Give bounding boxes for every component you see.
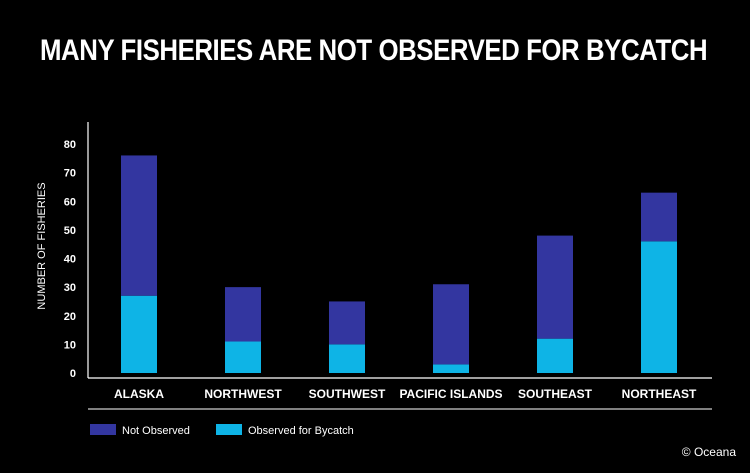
x-tick-label: NORTHEAST <box>622 387 697 401</box>
bar-observed <box>329 344 365 373</box>
bar-observed <box>433 364 469 373</box>
bar-observed <box>537 338 573 373</box>
x-tick-label: ALASKA <box>114 387 164 401</box>
credit-text: © Oceana <box>681 445 736 459</box>
bar-not-observed <box>225 287 261 342</box>
bar-observed <box>641 241 677 373</box>
bar-observed <box>225 341 261 373</box>
bar-not-observed <box>537 235 573 339</box>
y-tick-label: 80 <box>64 139 76 151</box>
y-tick-label: 50 <box>64 225 76 237</box>
x-tick-label: NORTHWEST <box>204 387 282 401</box>
y-tick-label: 40 <box>64 254 76 266</box>
y-axis-label: NUMBER OF FISHERIES <box>36 182 48 309</box>
legend-label: Not Observed <box>122 425 190 437</box>
y-tick-label: 20 <box>64 311 76 323</box>
legend-swatch <box>90 424 116 435</box>
chart-legend: Not Observed Observed for Bycatch <box>90 424 354 437</box>
y-tick-label: 10 <box>64 339 76 351</box>
x-tick-label: PACIFIC ISLANDS <box>399 387 502 401</box>
chart-axes: 0 10 20 30 40 50 60 70 80 NUMBER OF FISHERIES ALAS… <box>36 122 712 410</box>
legend-label: Observed for Bycatch <box>248 425 354 437</box>
bar-observed <box>121 295 157 373</box>
y-tick-label: 60 <box>64 196 76 208</box>
bar-not-observed <box>329 301 365 345</box>
x-tick-label: SOUTHEAST <box>518 387 593 401</box>
y-tick-label: 30 <box>64 282 76 294</box>
y-tick-label: 0 <box>70 368 76 380</box>
x-tick-label: SOUTHWEST <box>309 387 386 401</box>
chart-title: MANY FISHERIES ARE NOT OBSERVED FOR BYCA… <box>40 34 708 67</box>
legend-swatch <box>216 424 242 435</box>
chart-bars <box>121 155 677 373</box>
bar-not-observed <box>641 192 677 242</box>
bar-not-observed <box>121 155 157 296</box>
y-tick-label: 70 <box>64 168 76 180</box>
bar-not-observed <box>433 284 469 365</box>
